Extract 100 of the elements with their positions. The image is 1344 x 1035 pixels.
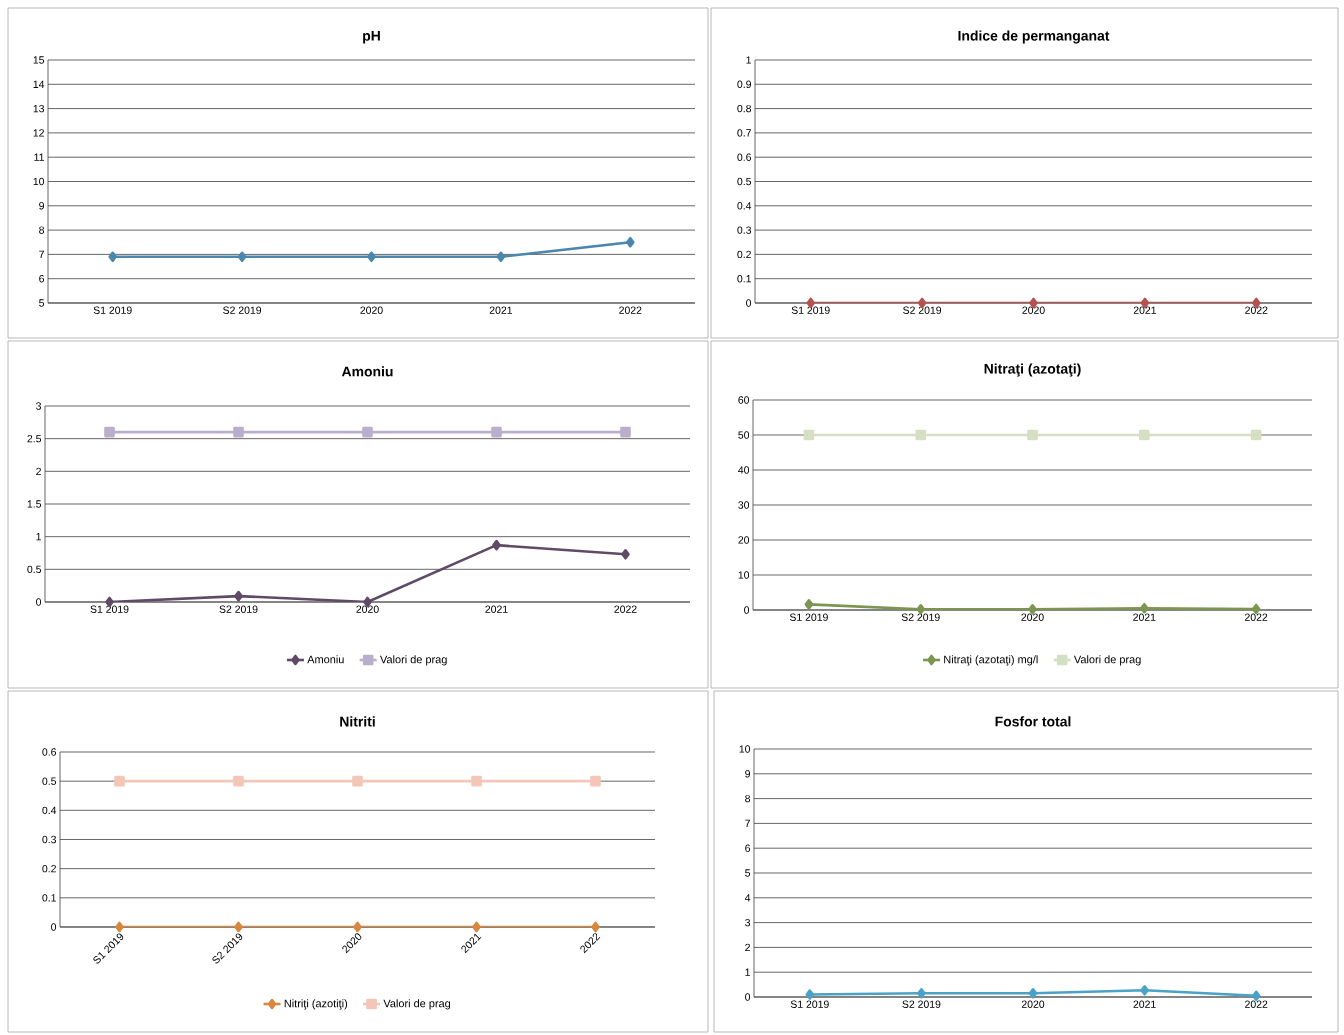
chart-title: Fosfor total — [995, 716, 1071, 727]
x-tick-label: S2 2019 — [903, 306, 942, 314]
y-tick-label: 15 — [33, 56, 45, 64]
x-tick-label: 2022 — [614, 605, 637, 613]
chart-title: Nitriti — [340, 716, 375, 727]
x-tick-label: 2022 — [1245, 1000, 1268, 1008]
y-tick-label: 0 — [36, 598, 42, 606]
y-tick-label: 0.5 — [42, 777, 57, 785]
legend-label: Amoniu — [307, 655, 344, 664]
point — [104, 426, 115, 438]
y-tick-label: 9 — [745, 770, 750, 778]
x-tick-label: S1 2019 — [791, 306, 830, 314]
x-tick-label: 2021 — [485, 605, 508, 613]
y-tick-label: 6 — [745, 844, 751, 852]
point — [233, 426, 244, 438]
y-tick-label: 0 — [746, 299, 752, 307]
point — [915, 429, 927, 441]
y-tick-label: 4 — [744, 894, 751, 902]
y-tick-label: 11 — [34, 153, 44, 161]
chart-title: Amoniu — [341, 366, 393, 377]
point — [1027, 429, 1038, 441]
y-tick-label: 2.5 — [27, 434, 42, 443]
x-tick-label: 2021 — [489, 306, 513, 314]
x-tick-label: 2020 — [1021, 613, 1044, 621]
point — [491, 426, 502, 438]
x-tick-label: S2 2019 — [901, 613, 940, 621]
point — [803, 429, 815, 441]
x-tick-label: S2 2019 — [223, 306, 262, 314]
x-tick-label: 2022 — [1245, 613, 1268, 621]
x-tick-label: 2022 — [619, 306, 642, 314]
y-tick-label: 1 — [36, 533, 41, 541]
legend-label: Valori de prag — [1073, 655, 1141, 666]
y-tick-label: 0 — [51, 923, 57, 931]
legend-label: Nitriţi (azotiţi) — [284, 999, 348, 1010]
y-tick-label: 0.3 — [42, 835, 57, 844]
y-tick-label: 0.4 — [737, 202, 752, 210]
x-tick-label: 2020 — [356, 605, 379, 613]
y-tick-label: 0.1 — [737, 274, 751, 283]
point — [362, 426, 373, 438]
y-tick-label: 0.6 — [42, 748, 57, 756]
y-tick-label: 0.5 — [737, 177, 752, 186]
y-tick-label: 10 — [738, 571, 750, 579]
y-tick-label: 2 — [745, 943, 750, 952]
y-tick-label: 7 — [745, 819, 750, 827]
y-tick-label: 3 — [745, 918, 751, 927]
x-tick-label: S1 2019 — [90, 605, 129, 613]
y-tick-label: 0 — [745, 993, 751, 1001]
y-tick-label: 0 — [744, 606, 750, 614]
x-tick-label: 2021 — [1133, 1000, 1156, 1008]
x-tick-label: S1 2019 — [790, 1000, 829, 1008]
y-tick-label: 0.9 — [737, 80, 751, 88]
point — [1250, 429, 1262, 441]
y-tick-label: 8 — [39, 226, 45, 234]
chart-title: Indice de permanganat — [958, 30, 1110, 44]
y-tick-label: 0.5 — [27, 565, 42, 574]
y-tick-label: 1.5 — [27, 500, 42, 508]
y-tick-label: 12 — [33, 129, 44, 137]
point — [1140, 602, 1149, 614]
y-tick-label: 60 — [738, 396, 750, 404]
y-tick-label: 8 — [745, 794, 751, 803]
legend-label: Valori de prag — [383, 999, 451, 1010]
y-tick-label: 0.8 — [737, 104, 752, 113]
y-tick-label: 5 — [745, 869, 751, 877]
y-tick-label: 20 — [738, 536, 750, 544]
y-tick-label: 9 — [39, 202, 44, 210]
y-tick-label: 0.1 — [42, 894, 56, 902]
x-tick-label: 2021 — [1133, 306, 1157, 314]
y-tick-label: 0.2 — [737, 250, 751, 259]
point — [620, 426, 631, 438]
y-tick-label: 10 — [739, 745, 751, 753]
chart-title: Nitraţi (azotaţi) — [984, 363, 1081, 377]
y-tick-label: 3 — [36, 402, 42, 410]
y-tick-label: 0.7 — [737, 129, 751, 137]
y-tick-label: 7 — [39, 250, 44, 258]
y-tick-label: 10 — [33, 177, 45, 186]
y-tick-label: 50 — [738, 431, 750, 439]
chart-title: pH — [363, 31, 380, 44]
y-tick-label: 0.3 — [737, 226, 752, 234]
x-tick-label: S2 2019 — [902, 1000, 941, 1008]
point — [1139, 429, 1150, 441]
point — [621, 549, 630, 560]
y-tick-label: 14 — [33, 80, 45, 88]
x-tick-label: 2020 — [1021, 1000, 1045, 1008]
y-tick-label: 2 — [36, 467, 41, 475]
point — [804, 599, 814, 610]
x-tick-label: S1 2019 — [93, 306, 132, 314]
y-tick-label: 0.6 — [737, 153, 752, 161]
x-tick-label: 2022 — [1245, 306, 1268, 314]
point — [234, 590, 243, 602]
x-tick-label: 2020 — [360, 306, 383, 314]
y-tick-label: 40 — [738, 466, 750, 474]
y-tick-label: 5 — [39, 299, 45, 307]
x-tick-label: 2021 — [1133, 613, 1156, 621]
y-tick-label: 30 — [738, 501, 750, 509]
x-tick-label: 2020 — [1022, 306, 1045, 314]
legend-label: Valori de prag — [380, 655, 447, 666]
y-tick-label: 1 — [746, 56, 751, 64]
y-tick-label: 1 — [745, 968, 750, 976]
y-tick-label: 6 — [39, 274, 45, 283]
point — [492, 539, 501, 551]
